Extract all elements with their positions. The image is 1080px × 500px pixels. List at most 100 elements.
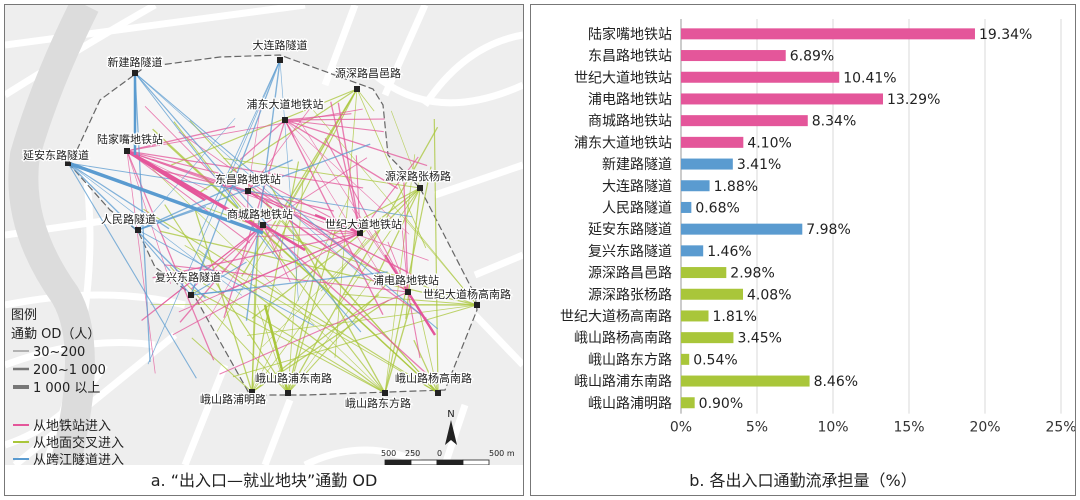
value-label: 1.81% — [713, 309, 757, 325]
legend-source-label: 从地铁站进入 — [33, 419, 111, 434]
scale-bar-label: 500 — [381, 449, 396, 458]
legend-width-label: 30~200 — [33, 345, 85, 360]
od-line-major — [384, 254, 409, 293]
od-line — [313, 110, 478, 306]
od-line — [191, 337, 253, 393]
od-line — [134, 72, 151, 363]
od-line — [134, 72, 439, 330]
od-line — [256, 305, 289, 394]
bar — [681, 201, 692, 213]
node-label: 陆家嘴地铁站 — [97, 132, 163, 146]
od-line — [330, 101, 361, 234]
scale-bar-segment — [462, 459, 490, 466]
category-label: 人民路隧道 — [602, 200, 672, 216]
od-lines — [67, 59, 478, 394]
category-label: 峨山路东方路 — [588, 352, 672, 368]
od-line — [262, 224, 438, 385]
node-marker — [474, 302, 480, 308]
scale-bar-segment — [410, 459, 438, 466]
od-line-major — [263, 304, 290, 394]
scale-bar-label: 0 — [437, 449, 442, 458]
node-label: 峨山路东方路 — [345, 396, 411, 410]
node-marker — [245, 188, 251, 194]
node-marker — [382, 390, 388, 396]
od-line — [184, 245, 439, 394]
od-line — [160, 169, 249, 192]
od-line — [284, 119, 410, 235]
chart-caption: b. 各出入口通勤流承担量（%） — [689, 471, 917, 490]
od-line — [173, 121, 386, 394]
street — [433, 161, 525, 199]
value-label: 8.46% — [814, 374, 858, 390]
map-caption: a. “出入口—就业地块”通勤 OD — [150, 471, 378, 490]
value-label: 0.68% — [695, 200, 739, 216]
bar — [681, 397, 695, 409]
bar — [681, 245, 704, 257]
category-label: 世纪大道杨高南路 — [560, 308, 672, 325]
street — [3, 1, 157, 98]
od-line — [208, 224, 264, 319]
street — [12, 332, 178, 468]
od-line-major — [67, 161, 264, 235]
od-line — [152, 232, 361, 279]
value-label: 10.41% — [843, 70, 896, 86]
od-line — [197, 249, 386, 394]
street — [303, 446, 427, 469]
od-line — [284, 119, 384, 133]
bar — [681, 115, 808, 127]
od-line — [400, 219, 409, 293]
street — [321, 3, 359, 87]
category-label: 峨山路杨高南路 — [574, 330, 672, 347]
node-label: 浦东大道地铁站 — [247, 97, 324, 111]
bar — [681, 136, 744, 148]
node-marker — [285, 390, 291, 396]
od-line — [194, 208, 253, 393]
category-label: 峨山路浦东南路 — [574, 374, 672, 390]
od-line — [178, 131, 409, 293]
node-label: 浦电路地铁站 — [373, 273, 439, 287]
category-label: 峨山路浦明路 — [588, 396, 672, 412]
node-label: 延安东路隧道 — [23, 148, 89, 162]
od-line — [147, 59, 281, 365]
street — [422, 31, 524, 107]
od-line — [403, 181, 409, 293]
od-line — [284, 119, 381, 274]
od-line — [284, 118, 385, 121]
od-line — [324, 137, 409, 293]
street — [381, 3, 429, 97]
street — [473, 251, 525, 279]
bar — [681, 288, 744, 300]
category-label: 浦东大道地铁站 — [574, 135, 672, 151]
scale-bar-label: 250 — [405, 449, 420, 458]
street — [4, 1, 306, 49]
od-line — [284, 119, 384, 316]
bar — [681, 93, 884, 105]
node-marker — [405, 289, 411, 295]
od-line — [251, 238, 367, 393]
node-label: 源深路张杨路 — [385, 169, 451, 183]
od-line — [189, 59, 281, 297]
node-marker — [188, 292, 194, 298]
node-marker — [357, 230, 363, 236]
category-label: 商城路地铁站 — [588, 114, 672, 130]
bar — [681, 310, 709, 322]
bar — [681, 353, 690, 365]
od-line — [279, 59, 299, 301]
value-label: 8.34% — [812, 114, 856, 130]
node-marker — [65, 160, 71, 166]
od-line — [223, 119, 286, 318]
node-label: 商城路地铁站 — [227, 207, 293, 221]
od-line — [67, 162, 197, 379]
node-marker — [354, 86, 360, 92]
bar — [681, 158, 733, 170]
od-line — [67, 162, 242, 296]
node-label: 源深路昌邑路 — [335, 66, 401, 80]
od-line — [287, 180, 304, 394]
bar — [681, 267, 727, 279]
street — [261, 398, 294, 467]
od-line-major — [126, 149, 206, 202]
legend-od-title: 通勤 OD（人） — [11, 327, 100, 342]
od-line — [198, 59, 281, 236]
od-line — [137, 206, 207, 231]
